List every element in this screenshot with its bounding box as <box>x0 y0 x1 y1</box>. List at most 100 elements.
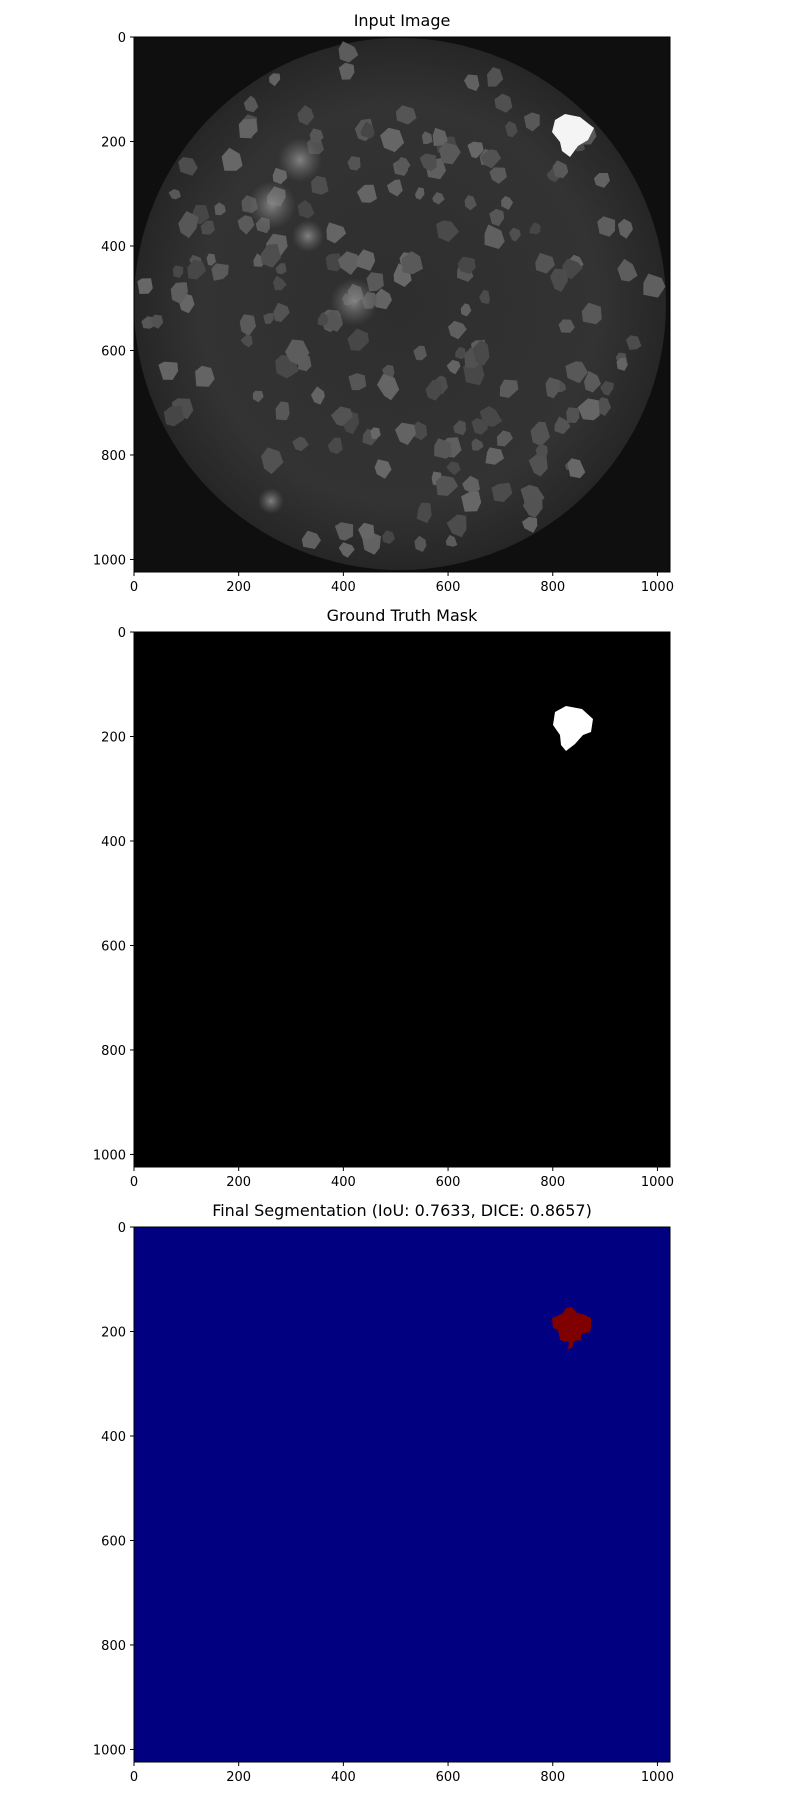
cell <box>260 243 281 268</box>
cell <box>577 398 600 421</box>
cell <box>562 258 583 280</box>
cell <box>496 430 513 447</box>
cell <box>269 73 281 87</box>
cell <box>377 373 400 401</box>
x-tick-label: 0 <box>130 1770 138 1785</box>
plot-frame <box>133 1226 671 1763</box>
cell <box>593 173 610 188</box>
cell <box>297 200 315 219</box>
predicted-region <box>552 1307 591 1349</box>
cell <box>297 353 312 372</box>
y-tick-label: 0 <box>118 1221 126 1236</box>
chart-title: Ground Truth Mask <box>326 606 478 625</box>
cell <box>499 379 519 398</box>
cell <box>448 320 467 340</box>
cell <box>479 289 490 305</box>
cell <box>263 313 274 324</box>
cell <box>530 421 550 447</box>
cell <box>348 373 367 391</box>
cell <box>170 282 188 305</box>
cell <box>253 253 265 267</box>
cell <box>457 256 476 274</box>
panel-final-segmentation: Final Segmentation (IoU: 0.7633, DICE: 0… <box>0 1190 800 1790</box>
plot-frame <box>133 631 671 1168</box>
cell <box>529 222 541 235</box>
x-tick-label: 800 <box>540 580 565 595</box>
cell <box>275 401 290 421</box>
cell <box>545 377 560 399</box>
cell <box>419 153 437 172</box>
ground-truth-plot: 0 200 400 600 800 1000 0 200 400 600 800 1000 <box>93 626 674 1190</box>
cell <box>567 458 586 479</box>
cell <box>380 127 405 153</box>
cell <box>509 227 521 242</box>
cell <box>252 390 264 403</box>
cell <box>522 495 543 518</box>
cell <box>221 147 243 171</box>
bright-blur-spot <box>278 138 322 182</box>
segmentation-plot: 0 200 400 600 800 1000 0 200 400 600 800 1000 <box>93 1221 674 1785</box>
cell <box>317 312 329 327</box>
cell <box>471 438 484 451</box>
y-tick-label: 800 <box>101 1044 126 1059</box>
input-image-plot: 0 200 400 600 800 1000 0 200 400 600 800 1000 <box>93 31 674 595</box>
bright-blur-spot <box>292 220 324 252</box>
cell <box>523 112 540 132</box>
cell <box>178 157 198 176</box>
cell <box>436 220 460 242</box>
y-tick-label: 400 <box>101 240 126 255</box>
x-tick-label: 1000 <box>641 1175 674 1190</box>
cell <box>489 167 507 184</box>
cell <box>338 41 359 63</box>
cell <box>461 491 482 512</box>
x-tick-label: 0 <box>130 580 138 595</box>
cell <box>535 443 548 458</box>
y-tick-label: 0 <box>118 626 126 641</box>
y-tick-label: 1000 <box>93 1148 126 1163</box>
cell <box>501 196 514 210</box>
cell <box>292 436 309 452</box>
x-tick-label: 600 <box>436 1175 461 1190</box>
y-tick-label: 200 <box>101 730 126 745</box>
chart-title: Final Segmentation (IoU: 0.7633, DICE: 0… <box>212 1201 592 1220</box>
cell <box>416 502 432 524</box>
mask-background <box>134 632 670 1167</box>
cell <box>360 121 375 139</box>
cell <box>522 516 538 533</box>
cell <box>151 314 164 329</box>
cell <box>239 314 257 337</box>
cell <box>285 339 310 366</box>
cell <box>552 160 569 179</box>
cell <box>460 303 472 317</box>
cell <box>334 522 354 541</box>
cell <box>584 370 601 393</box>
plot-frame <box>133 36 671 573</box>
x-tick-label: 600 <box>436 580 461 595</box>
cell <box>386 179 403 197</box>
cell <box>494 93 513 113</box>
cell <box>211 263 229 281</box>
cell <box>326 222 347 244</box>
cell <box>168 189 181 200</box>
cell <box>489 208 505 227</box>
cell <box>446 461 461 475</box>
cell <box>566 407 580 423</box>
cell <box>479 406 503 427</box>
cell <box>310 386 325 405</box>
cell <box>338 62 355 80</box>
cell <box>240 334 253 348</box>
cell <box>487 67 504 87</box>
cell <box>643 273 666 298</box>
y-tick-label: 800 <box>101 449 126 464</box>
cell <box>243 95 259 113</box>
cell <box>195 365 215 387</box>
cell <box>446 359 461 375</box>
cell <box>421 131 433 144</box>
cell <box>445 534 458 547</box>
y-tick-label: 600 <box>101 1534 126 1549</box>
cell <box>467 141 484 159</box>
cell <box>172 265 184 278</box>
bright-blur-spot <box>330 278 378 326</box>
bright-blur-spot <box>248 181 296 229</box>
cell <box>505 121 518 138</box>
